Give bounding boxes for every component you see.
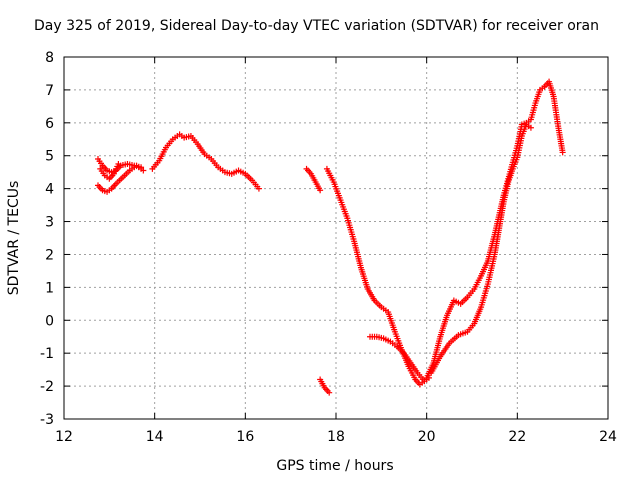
y-tick-labels: -3 -2 -1 0 1 2 3 4 5 6 7 8 bbox=[40, 50, 54, 428]
data-point bbox=[326, 389, 333, 396]
y-axis-label: SDTVAR / TECUs bbox=[6, 181, 22, 296]
y-tick-label: 2 bbox=[45, 247, 54, 263]
series-oran-lower-path bbox=[367, 333, 428, 385]
y-tick-label: -3 bbox=[40, 412, 54, 428]
x-tick-labels: 12 14 16 18 20 22 24 bbox=[55, 429, 617, 445]
grid-lines bbox=[64, 57, 608, 419]
series-oran-short-b bbox=[317, 376, 333, 396]
data-point bbox=[255, 185, 262, 192]
data-point bbox=[115, 160, 122, 167]
series-oran-ascent-a bbox=[423, 78, 566, 381]
y-tick-label: 5 bbox=[45, 149, 54, 165]
x-tick-label: 20 bbox=[418, 429, 436, 445]
data-point bbox=[559, 149, 566, 156]
y-tick-label: -2 bbox=[40, 379, 54, 395]
series-oran-descent bbox=[323, 165, 432, 388]
y-tick-label: 1 bbox=[45, 280, 54, 296]
series-oran-hump bbox=[149, 131, 262, 192]
y-tick-label: -1 bbox=[40, 346, 54, 362]
data-point bbox=[421, 378, 428, 385]
series-oran-early-c bbox=[97, 160, 122, 182]
data-point bbox=[527, 124, 534, 131]
x-tick-label: 22 bbox=[508, 429, 526, 445]
y-tick-label: 3 bbox=[45, 215, 54, 231]
series-oran-early-b bbox=[95, 162, 147, 195]
x-tick-label: 16 bbox=[236, 429, 254, 445]
x-tick-label: 24 bbox=[599, 429, 617, 445]
x-tick-label: 14 bbox=[146, 429, 164, 445]
series-oran-short-a bbox=[303, 165, 324, 194]
y-tick-label: 4 bbox=[45, 182, 54, 198]
data-point bbox=[317, 187, 324, 194]
y-tick-label: 6 bbox=[45, 116, 54, 132]
x-tick-label: 12 bbox=[55, 429, 73, 445]
data-points bbox=[95, 78, 566, 396]
x-tick-label: 18 bbox=[327, 429, 345, 445]
y-tick-label: 8 bbox=[45, 50, 54, 66]
y-tick-label: 0 bbox=[45, 313, 54, 329]
y-tick-label: 7 bbox=[45, 83, 54, 99]
chart-title: Day 325 of 2019, Sidereal Day-to-day VTE… bbox=[34, 18, 599, 34]
series-oran-ascent-b bbox=[428, 121, 534, 376]
data-point bbox=[140, 167, 147, 174]
x-axis-label: GPS time / hours bbox=[276, 458, 393, 474]
axis-ticks bbox=[63, 56, 609, 420]
